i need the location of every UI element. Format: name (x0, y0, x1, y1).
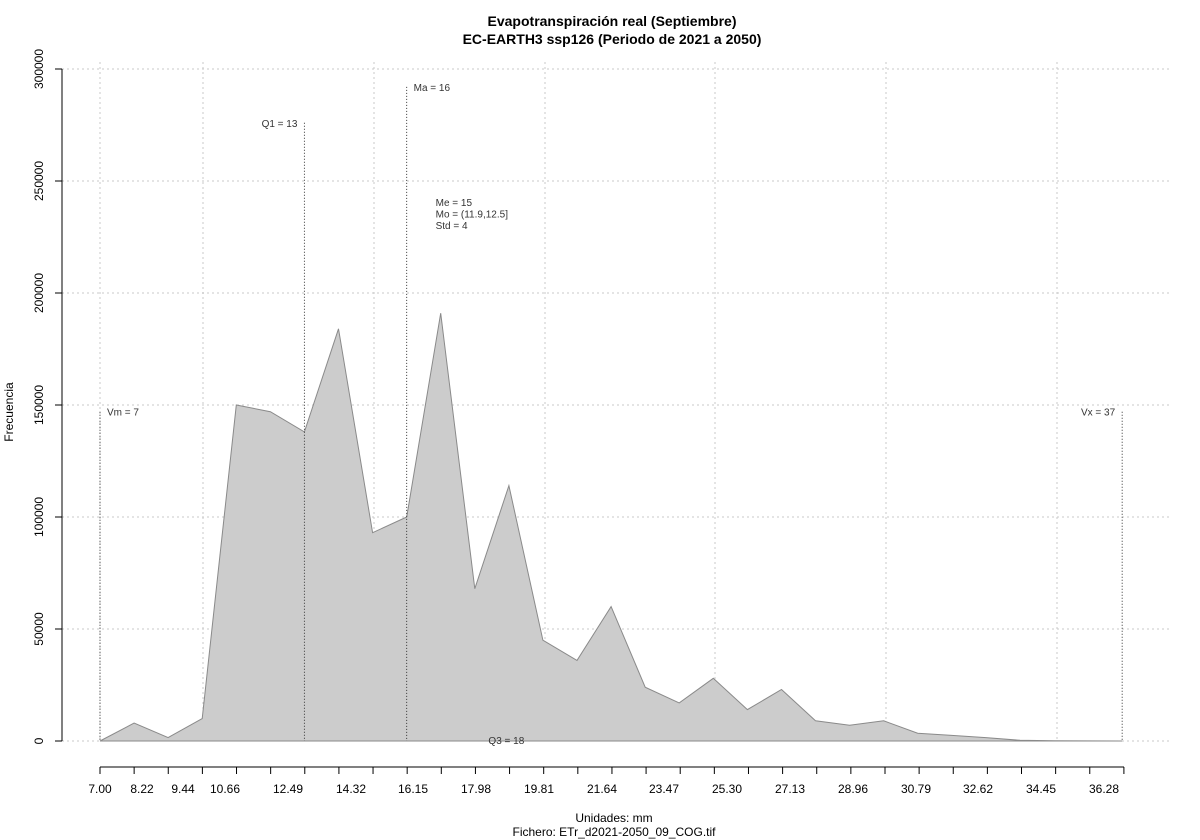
reference-line-label: Vx = 37 (1081, 408, 1116, 419)
x-tick-label: 17.98 (461, 782, 491, 796)
x-tick-label: 34.45 (1026, 782, 1056, 796)
x-tick-label: 27.13 (775, 782, 805, 796)
x-tick-label: 28.96 (838, 782, 868, 796)
y-tick-label: 200000 (32, 273, 46, 313)
x-tick-label: 16.15 (398, 782, 428, 796)
x-tick-label: 23.47 (649, 782, 679, 796)
x-tick-label: 7.00 (88, 782, 112, 796)
y-tick-label: 100000 (32, 497, 46, 537)
reference-line-label: Vm = 7 (107, 408, 139, 419)
x-tick-label: 8.22 (130, 782, 154, 796)
x-tick-label: 30.79 (901, 782, 931, 796)
y-tick-label: 300000 (32, 49, 46, 89)
x-tick-label: 14.32 (336, 782, 366, 796)
reference-lines: Vm = 7 Q1 = 13 Ma = 16 Vx = 37 (99, 83, 1123, 741)
chart-subtitle: EC-EARTH3 ssp126 (Periodo de 2021 a 2050… (463, 31, 762, 47)
x-tick-label: 10.66 (210, 782, 240, 796)
statistic-annotation: Q3 = 18 (488, 736, 524, 747)
density-area (99, 313, 1123, 742)
statistic-annotation: Me = 15 (436, 198, 473, 209)
x-tick-label: 19.81 (524, 782, 554, 796)
x-tick-label: 9.44 (171, 782, 195, 796)
y-tick-label: 50000 (32, 612, 46, 646)
x-tick-label: 25.30 (712, 782, 742, 796)
y-axis: 0 50000 100000 150000 200000 250000 300000 (32, 49, 63, 744)
x-axis: 7.00 8.22 9.44 10.66 12.49 14.32 16.15 17.98 19.… (88, 766, 1125, 796)
x-tick-label: 12.49 (273, 782, 303, 796)
reference-line-label: Ma = 16 (414, 83, 451, 94)
chart-title: Evapotranspiración real (Septiembre) (488, 13, 737, 29)
source-file-label: Fichero: ETr_d2021-2050_09_COG.tif (513, 825, 717, 839)
y-tick-label: 150000 (32, 385, 46, 425)
x-axis-label: Unidades: mm (575, 811, 652, 825)
x-tick-label: 32.62 (963, 782, 993, 796)
statistic-annotation: Std = 4 (436, 221, 468, 232)
y-tick-label: 250000 (32, 161, 46, 201)
x-tick-label: 36.28 (1089, 782, 1119, 796)
statistic-annotation: Mo = (11.9,12.5] (436, 210, 509, 221)
x-tick-label: 21.64 (587, 782, 617, 796)
frequency-area (99, 313, 1123, 742)
y-tick-label: 0 (32, 737, 46, 744)
reference-line-label: Q1 = 13 (262, 119, 298, 130)
y-axis-label: Frecuencia (2, 382, 16, 442)
